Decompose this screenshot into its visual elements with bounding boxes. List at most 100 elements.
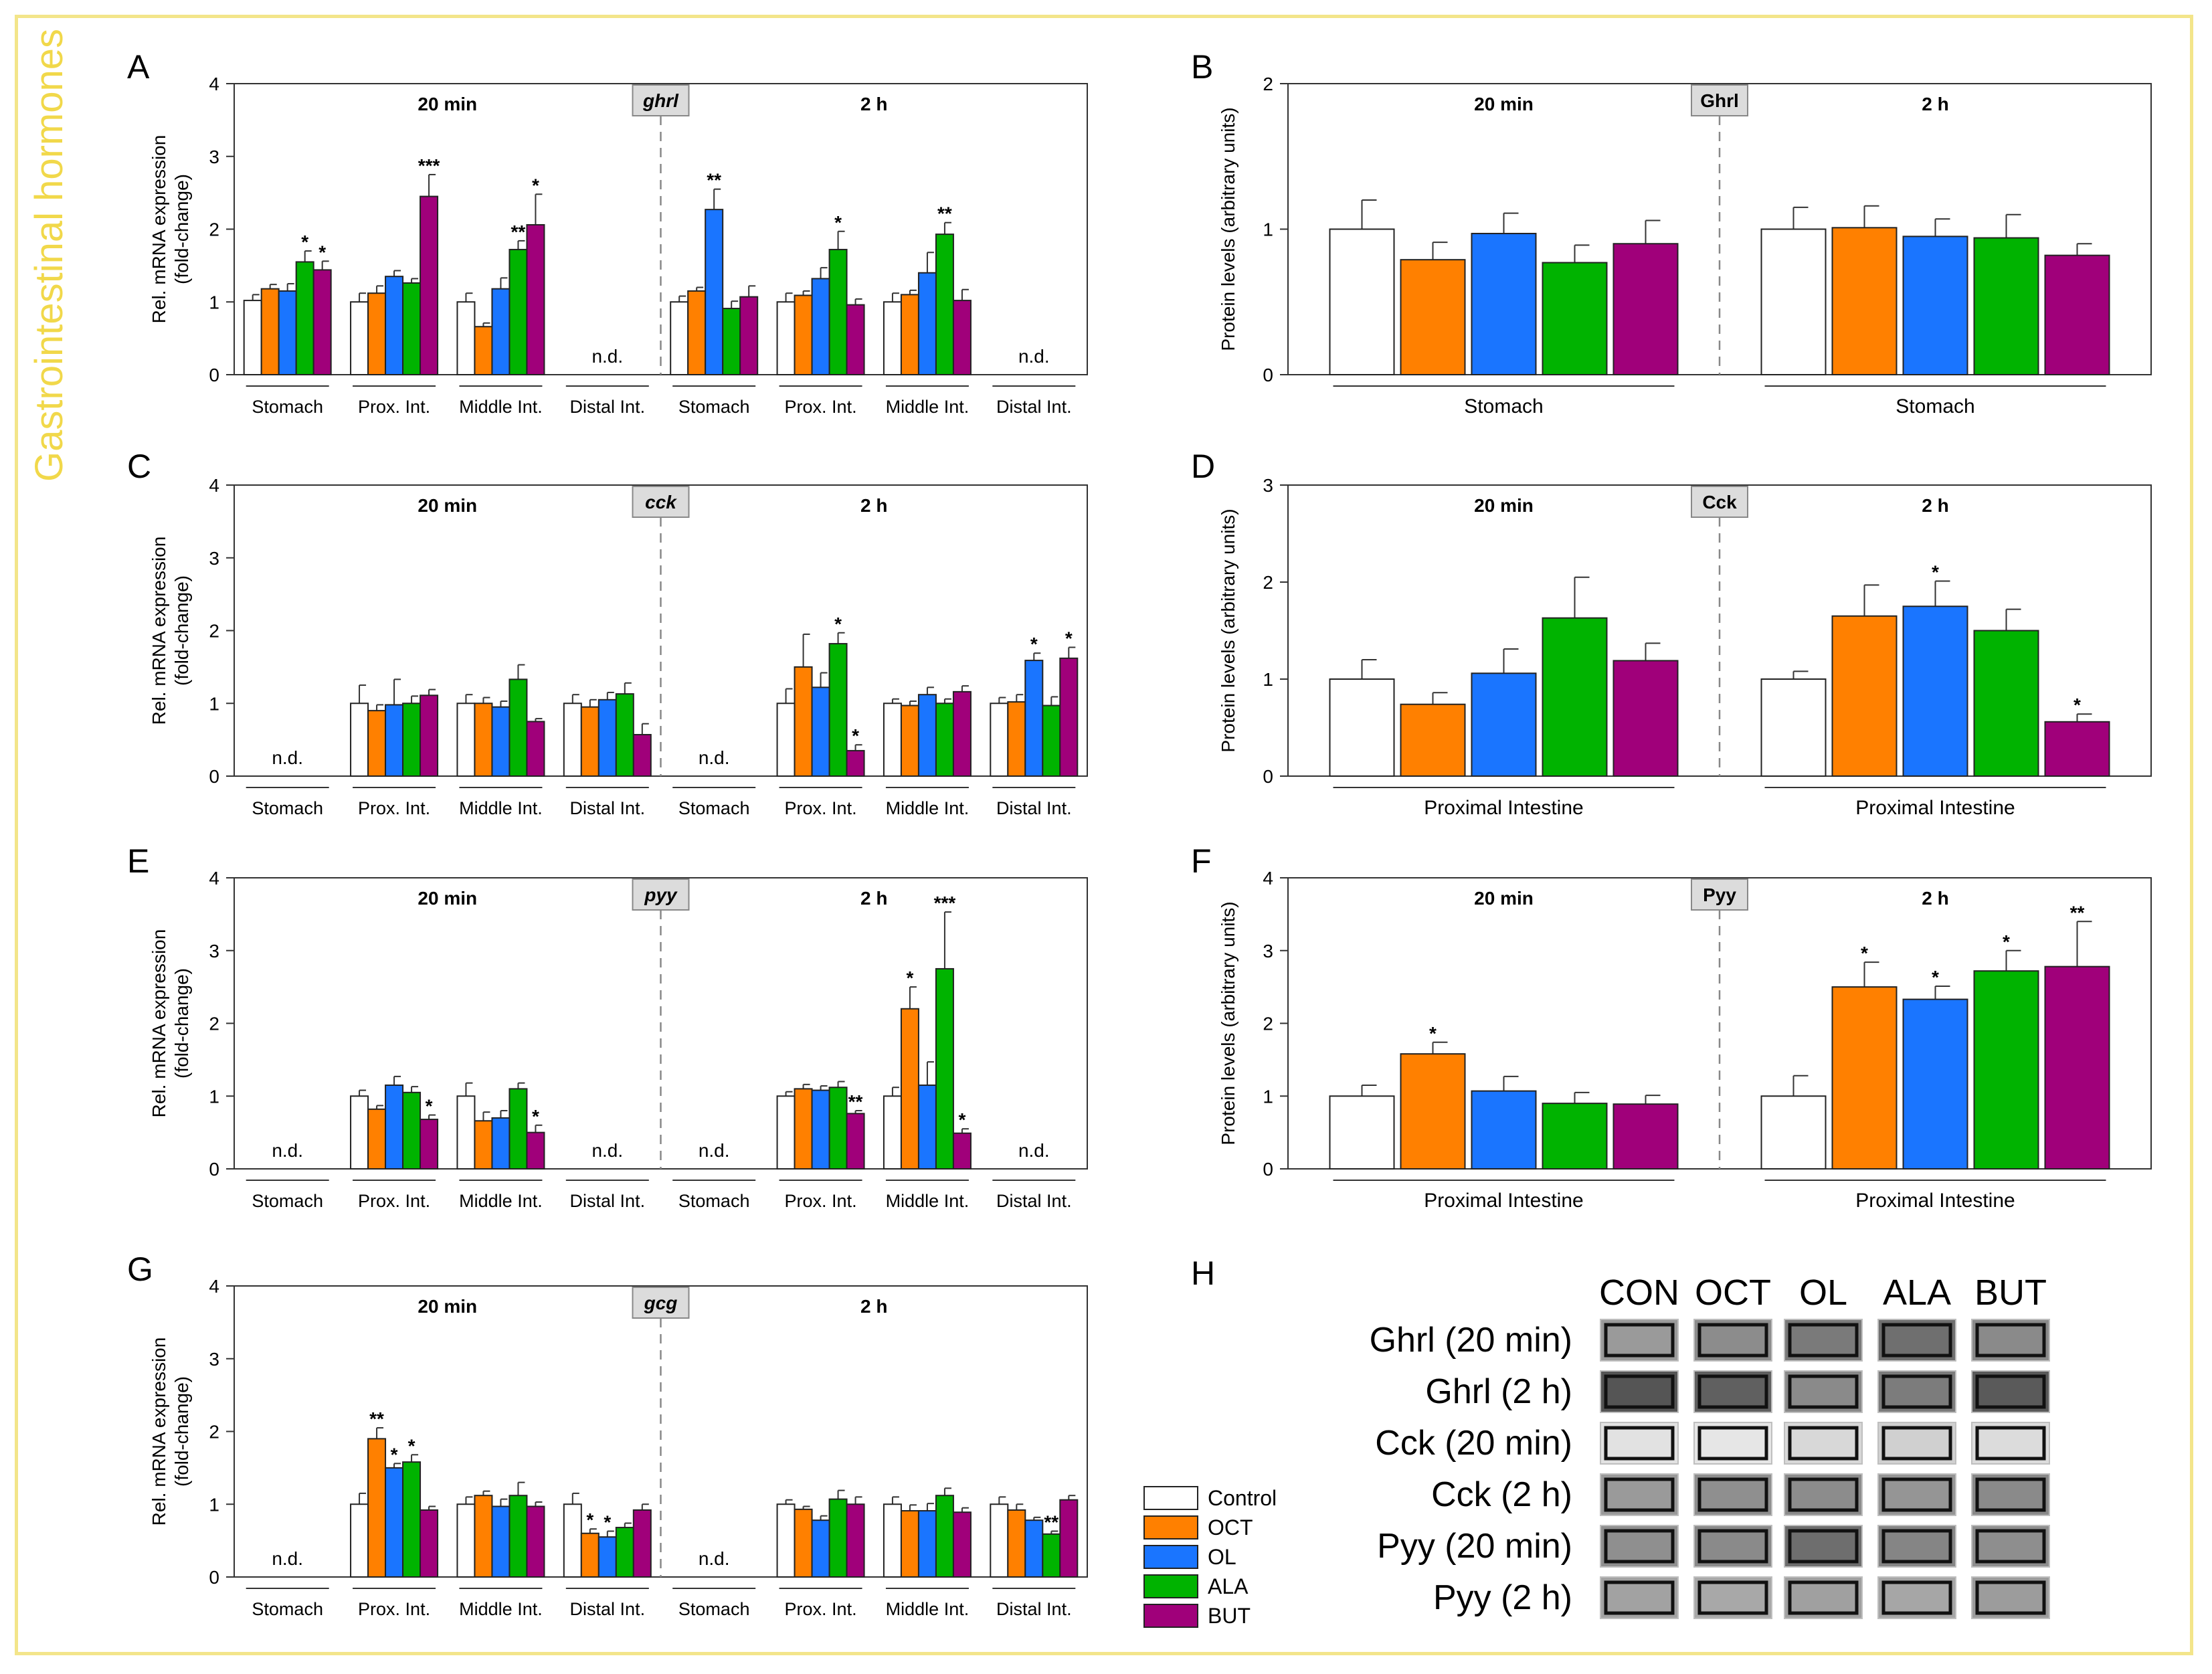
blot-band <box>1788 1374 1859 1409</box>
category-label: Stomach <box>678 798 750 818</box>
significance-marker: ** <box>937 203 952 224</box>
y-axis-label-line: (fold-change) <box>171 1376 192 1487</box>
blot-column-label: BUT <box>1974 1273 2047 1313</box>
panel-E: E 0 1 2 3 4 Rel. mRNA expression (fold-change) p… <box>127 842 1088 1211</box>
y-tick-label: 1 <box>209 1086 219 1107</box>
y-axis-label-line: Protein levels (arbitrary units) <box>1218 508 1238 752</box>
blot-band <box>1788 1529 1859 1564</box>
bar-ala <box>935 1495 954 1578</box>
not-detected-label: n.d. <box>699 1548 730 1569</box>
bar-ol <box>1471 1090 1537 1170</box>
significance-marker: * <box>301 231 308 252</box>
category-label: Middle Int. <box>459 1599 543 1619</box>
bar-ala <box>1542 617 1608 777</box>
significance-marker: * <box>318 242 326 262</box>
bar-but <box>420 195 439 375</box>
panel-letter: A <box>127 48 150 86</box>
bar-oct <box>1007 701 1026 777</box>
bar-but <box>846 1503 865 1578</box>
not-detected-label: n.d. <box>591 346 623 367</box>
panel-H: H CON OCT OL ALA BUT Ghrl (20 min) Ghrl (2 h) Cc… <box>1191 1254 2050 1619</box>
y-tick-label: 3 <box>1263 941 1273 961</box>
blot-band <box>1881 1323 1952 1358</box>
bar-ol <box>811 1519 830 1578</box>
bar-ala <box>1973 630 2039 777</box>
category-label: Prox. Int. <box>358 1191 430 1211</box>
bar-but <box>1059 657 1079 777</box>
panel-C: C 0 1 2 3 4 Rel. mRNA expression (fold-change) c… <box>127 448 1088 818</box>
bar-but <box>526 1505 545 1578</box>
time-label: 2 h <box>860 1296 887 1317</box>
significance-marker: * <box>426 1096 433 1117</box>
significance-marker: ** <box>707 170 721 191</box>
category-label: Distal Int. <box>570 798 646 818</box>
y-tick-label: 0 <box>209 365 219 385</box>
bar-oct <box>1831 615 1898 777</box>
bar-control <box>1329 1095 1395 1170</box>
gene-label: ghrl <box>642 90 679 111</box>
bar-ol <box>491 706 511 777</box>
blot-band <box>1697 1477 1768 1512</box>
not-detected-label: n.d. <box>1018 346 1050 367</box>
blot-band <box>1604 1323 1675 1358</box>
y-tick-label: 4 <box>209 74 219 94</box>
blot-row-label: Cck (20 min) <box>1375 1424 1572 1463</box>
significance-marker: * <box>1065 628 1073 649</box>
bar-ol <box>491 288 511 375</box>
y-axis-label-line: (fold-change) <box>171 174 192 284</box>
bar-control <box>350 703 369 777</box>
gene-label-box <box>1691 486 1748 518</box>
y-axis-label-line: Rel. mRNA expression <box>149 1337 169 1526</box>
bar-control <box>456 703 476 777</box>
time-label: 20 min <box>1474 495 1534 516</box>
category-label: Distal Int. <box>996 397 1072 417</box>
y-axis-label: Rel. mRNA expression (fold-change) <box>149 1337 192 1526</box>
bar-control <box>1760 228 1827 375</box>
y-tick-label: 3 <box>1263 475 1273 496</box>
y-tick-label: 0 <box>1263 1159 1273 1180</box>
blot-column-label: CON <box>1599 1273 1679 1313</box>
y-axis-label-line: Rel. mRNA expression <box>149 135 169 324</box>
category-label: Stomach <box>252 1191 323 1211</box>
bar-but <box>526 1131 545 1170</box>
bar-oct <box>260 288 280 375</box>
y-tick-label: 0 <box>1263 365 1273 385</box>
bar-but <box>1612 1103 1679 1170</box>
gene-label: gcg <box>644 1293 678 1313</box>
bar-ala <box>828 248 848 376</box>
y-tick-label: 3 <box>209 147 219 167</box>
bar-ol <box>811 278 830 376</box>
time-label: 2 h <box>1922 888 1948 909</box>
significance-marker: * <box>1861 943 1868 963</box>
bar-ala <box>509 248 528 376</box>
bar-oct <box>474 1495 493 1578</box>
bar-control <box>990 703 1009 777</box>
bar-control <box>883 301 902 375</box>
bar-but <box>312 269 332 375</box>
bar-oct <box>1007 1509 1026 1578</box>
significance-marker: * <box>586 1509 593 1530</box>
bar-ala <box>509 1495 528 1578</box>
gene-label-box <box>1691 878 1748 911</box>
category-label: Prox. Int. <box>358 798 430 818</box>
blot-row-label: Pyy (20 min) <box>1377 1527 1572 1566</box>
bar-but <box>846 749 865 777</box>
bar-ala <box>935 967 954 1170</box>
bar-oct <box>794 1088 813 1170</box>
y-tick-label: 0 <box>209 766 219 787</box>
bar-ol <box>491 1505 511 1578</box>
category-label: Distal Int. <box>996 1599 1072 1619</box>
y-axis-label: Protein levels (arbitrary units) <box>1218 107 1238 351</box>
bar-oct <box>474 326 493 376</box>
legend-label: BUT <box>1208 1604 1251 1628</box>
bar-control <box>990 1503 1009 1578</box>
bar-control <box>350 1095 369 1170</box>
bar-control <box>776 1503 796 1578</box>
y-axis-label: Rel. mRNA expression (fold-change) <box>149 537 192 725</box>
bar-ala <box>402 703 422 777</box>
bar-oct <box>580 706 600 777</box>
blot-row-label: Pyy (2 h) <box>1433 1578 1572 1617</box>
bar-control <box>563 1503 582 1578</box>
bar-control <box>1329 228 1395 375</box>
